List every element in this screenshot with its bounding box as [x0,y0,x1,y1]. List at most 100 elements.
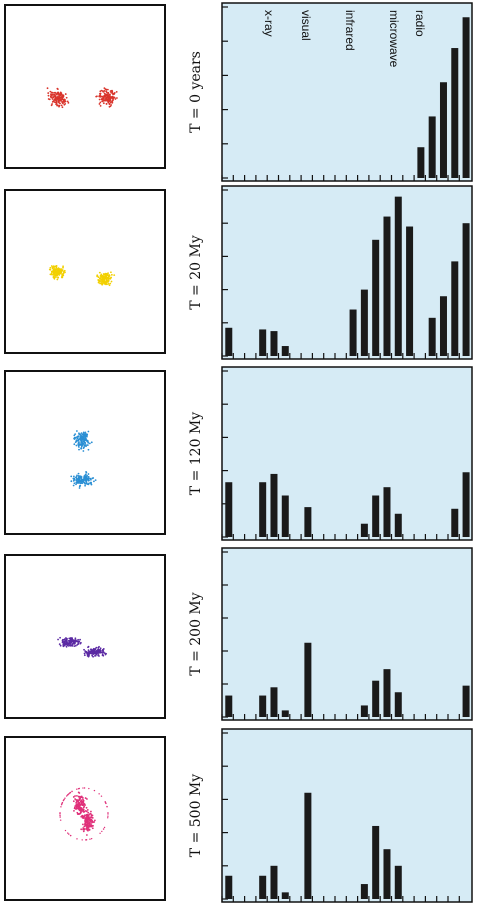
star-dot [47,92,50,94]
star-dot [86,825,89,827]
star-dot [107,272,109,275]
star-dot [57,98,60,100]
star-dot [51,267,54,270]
star-dot [85,471,87,473]
star-dot [59,92,62,95]
star-dot [90,818,93,821]
star-dot [78,803,81,806]
star-dot [74,433,77,436]
star-dot [84,814,86,817]
star-dot [81,796,84,799]
star-dot [62,95,65,98]
star-dot [94,651,97,654]
star-dot [59,271,61,274]
star-dot [108,93,111,96]
star-dot [72,484,75,487]
star-dot [80,432,83,434]
star-dot [91,477,94,480]
star-dot [97,278,100,281]
bar [439,296,447,356]
bar [406,226,414,356]
simulation-frame [4,370,166,535]
star-dot [48,268,51,271]
band-label: visual [299,10,313,41]
star-dot [103,87,106,90]
star-dot [99,279,101,282]
star-dot [88,442,91,445]
bar [259,695,267,717]
star-dot [66,644,69,647]
star-dot [99,94,102,96]
star-dot [63,798,65,801]
star-dot [59,813,61,815]
star-dot [78,807,81,809]
star-dot [71,639,74,642]
star-dot [73,438,76,440]
star-dot [57,276,60,279]
star-dot [55,276,57,278]
bar [394,513,402,537]
star-dot [76,474,78,477]
star-dot [81,433,84,436]
star-dot [68,833,70,835]
star-dot [89,816,92,819]
star-dot [56,273,59,275]
star-dot [89,819,92,822]
star-dot [84,431,87,434]
star-dot [88,821,91,824]
star-dot [74,476,77,479]
star-dot [106,274,109,277]
bar [281,495,289,537]
star-dot [110,90,113,92]
star-dot [72,800,75,803]
star-dot [101,278,103,281]
star-dot [82,801,85,804]
star-dot [80,478,83,480]
star-dot [78,792,81,794]
star-dot [78,441,80,444]
star-dot [97,281,100,284]
star-dot [98,98,101,101]
star-dot [93,819,96,822]
star-dot [55,101,58,104]
bar [428,116,436,178]
star-dot [105,652,108,655]
row-title: T = 500 My [188,774,204,857]
star-dot [79,475,82,478]
star-dot [108,284,111,287]
star-dot [82,830,85,833]
star-dot [90,481,92,484]
star-dot [83,654,86,657]
star-dot [113,93,116,95]
bar [259,482,267,537]
star-dot [87,448,90,451]
star-dot [89,825,92,828]
star-dot [74,795,76,797]
star-dot [110,271,112,274]
star-dot [68,637,71,640]
star-dot [73,642,76,645]
star-dot [80,809,82,812]
star-dot [47,94,50,97]
star-dot [99,104,102,107]
star-dot [81,823,84,826]
star-dot [56,270,59,273]
star-dot [92,651,95,654]
star-dot [106,88,109,91]
star-dot [49,90,52,93]
star-dot [88,823,91,825]
star-dot [53,276,56,279]
star-dot [76,800,79,803]
band-label: infrared [343,10,357,51]
star-dot [82,431,85,434]
star-dot [110,280,113,283]
bar [462,472,470,537]
star-dot [54,99,57,102]
star-dot [69,642,72,644]
star-dot [50,93,52,96]
bar [383,216,391,356]
star-dot [75,483,77,486]
star-dot [112,98,114,101]
star-dot [107,813,109,815]
star-dot [90,810,92,813]
